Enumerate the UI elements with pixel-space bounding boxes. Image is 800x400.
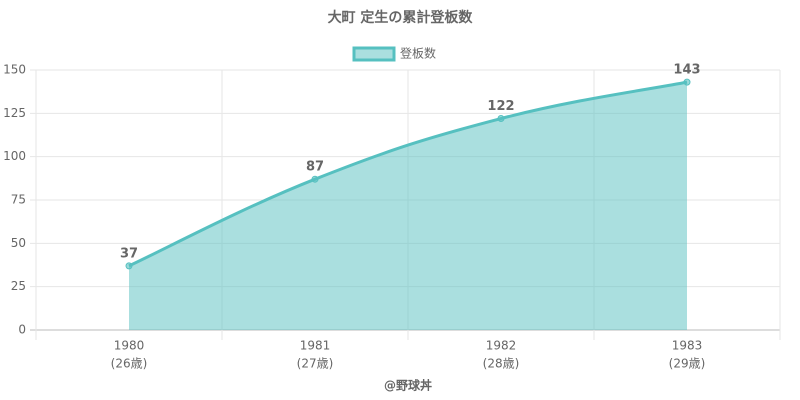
value-label: 87	[306, 160, 324, 175]
x-tick-label: 1982	[486, 339, 517, 353]
value-label: 143	[673, 63, 700, 78]
area-fill	[129, 82, 687, 330]
point	[311, 175, 319, 183]
y-tick-label: 125	[3, 106, 26, 120]
footer: @野球丼	[384, 378, 432, 393]
y-tick-label: 100	[3, 149, 26, 163]
chart-title: 大町 定生の累計登板数	[328, 9, 474, 26]
x-tick-label: 1980	[114, 339, 145, 353]
x-tick-sublabel: (27歳)	[297, 357, 334, 371]
x-tick-label: 1983	[672, 339, 703, 353]
point	[683, 78, 691, 86]
x-tick-sublabel: (29歳)	[669, 357, 706, 371]
x-tick-sublabel: (26歳)	[111, 357, 148, 371]
y-tick-label: 150	[3, 63, 26, 77]
point	[497, 115, 505, 123]
y-tick-label: 50	[11, 236, 26, 250]
value-label: 37	[120, 246, 138, 261]
point	[125, 262, 133, 270]
y-tick-label: 75	[11, 193, 26, 207]
x-tick-sublabel: (28歳)	[483, 357, 520, 371]
line	[128, 80, 688, 268]
legend-swatch	[352, 46, 396, 62]
value-label: 122	[487, 99, 514, 114]
x-tick-label: 1981	[300, 339, 331, 353]
y-tick-label: 0	[18, 323, 26, 337]
legend-label: 登板数	[400, 46, 436, 61]
y-tick-label: 25	[11, 279, 26, 293]
